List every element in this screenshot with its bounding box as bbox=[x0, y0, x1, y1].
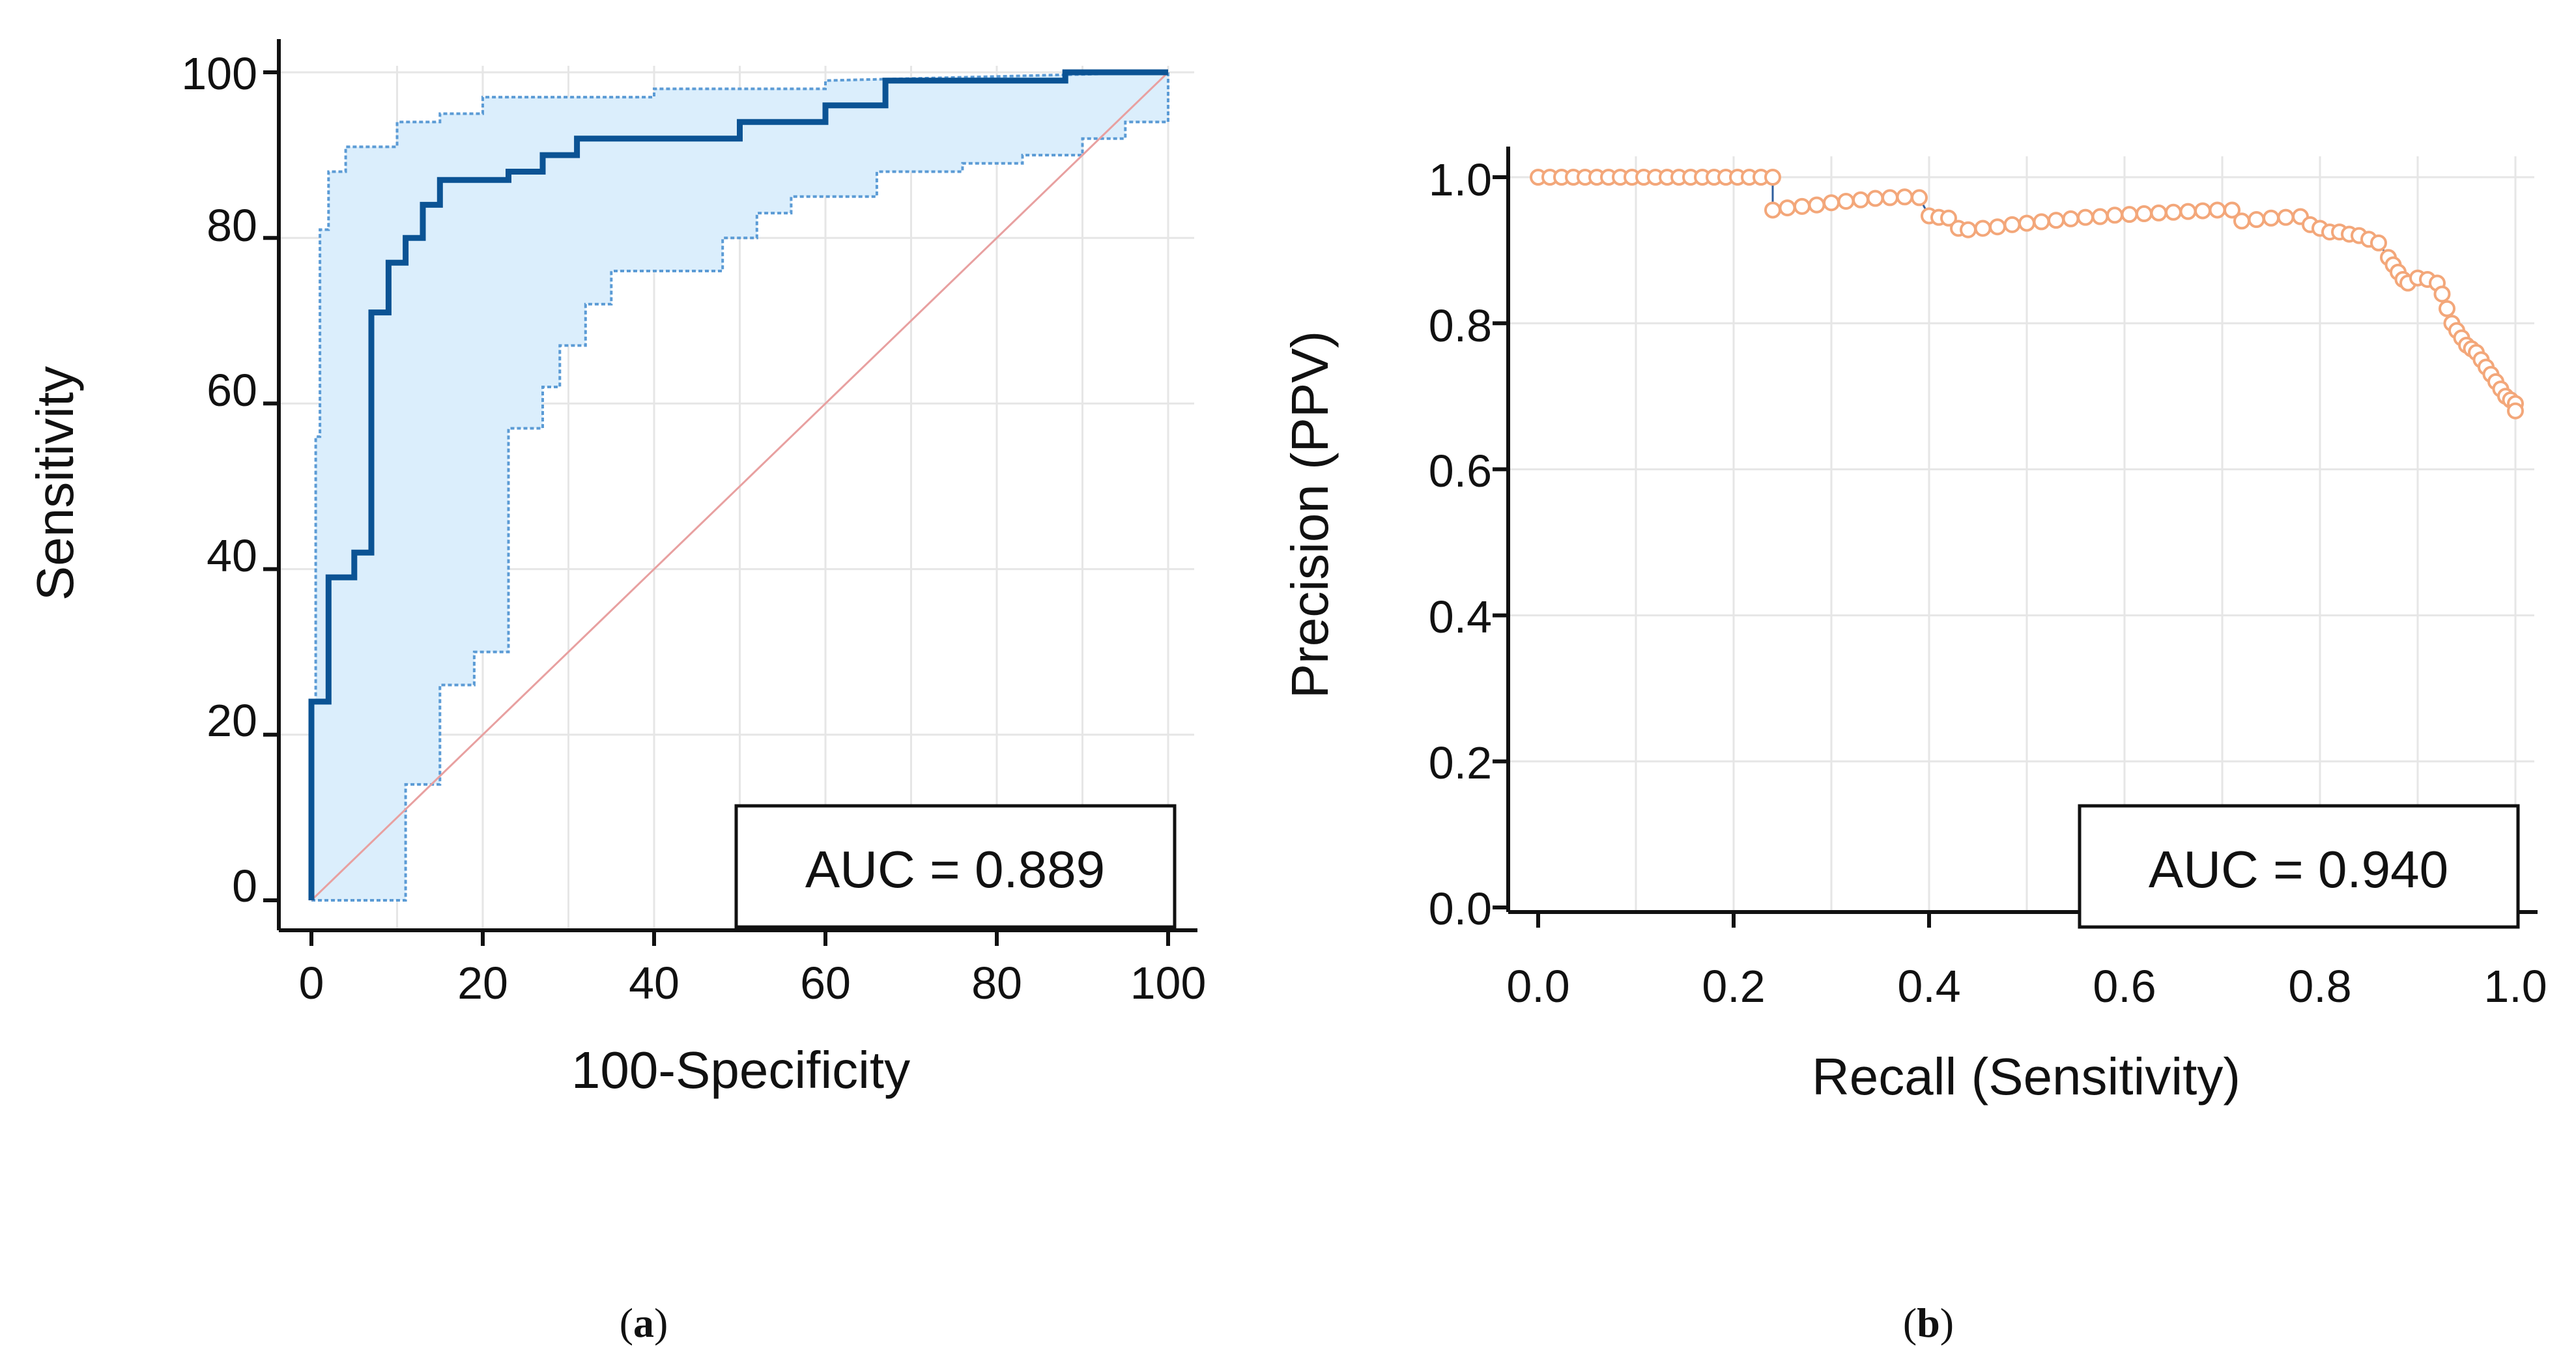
pr-point bbox=[2233, 212, 2250, 230]
pr-point bbox=[2106, 207, 2123, 224]
pr-point bbox=[2121, 206, 2138, 223]
pr-y-tick-label: 0.6 bbox=[1429, 446, 1492, 496]
pr-x-tick-label: 0.8 bbox=[2288, 961, 2351, 1012]
pr-point bbox=[2507, 402, 2524, 420]
roc-curve bbox=[308, 69, 1168, 900]
pr-points bbox=[1530, 169, 2524, 420]
pr-point bbox=[1911, 189, 1928, 207]
roc-panel: 0 20 40 60 80 100 0 20 40 60 80 100 100-… bbox=[26, 39, 1206, 1099]
pr-point bbox=[2003, 216, 2021, 233]
pr-point bbox=[1779, 199, 1796, 217]
roc-confidence-band bbox=[311, 72, 1168, 900]
caption-a-close: ) bbox=[654, 1300, 668, 1346]
pr-point bbox=[1974, 220, 1992, 237]
caption-b-open: ( bbox=[1903, 1300, 1917, 1346]
pr-point bbox=[1764, 169, 1781, 186]
pr-point bbox=[2033, 213, 2050, 231]
pr-point bbox=[2277, 208, 2295, 226]
pr-point bbox=[2018, 214, 2035, 232]
pr-point bbox=[2136, 205, 2153, 223]
pr-x-tick-labels: 0.0 0.2 0.4 0.6 0.8 1.0 bbox=[1506, 961, 2547, 1012]
pr-point bbox=[2077, 208, 2094, 226]
pr-point bbox=[2433, 285, 2451, 303]
roc-x-tick-label: 80 bbox=[971, 958, 1022, 1008]
pr-y-tick-label: 0.2 bbox=[1429, 737, 1492, 788]
pr-grid bbox=[1508, 156, 2534, 912]
pr-point bbox=[1852, 191, 1869, 208]
roc-reference-line bbox=[310, 71, 1169, 902]
pr-point bbox=[1794, 197, 1810, 215]
pr-point bbox=[2062, 210, 2080, 227]
pr-point bbox=[2165, 203, 2182, 221]
pr-point bbox=[1867, 190, 1884, 207]
pr-y-tick-label: 1.0 bbox=[1429, 154, 1492, 205]
pr-x-tick-label: 1.0 bbox=[2483, 961, 2547, 1012]
pr-point bbox=[2091, 208, 2109, 225]
roc-auc-box bbox=[734, 804, 1177, 929]
pr-y-tick-label: 0.8 bbox=[1429, 300, 1492, 351]
pr-point bbox=[2439, 300, 2455, 317]
pr-point bbox=[2194, 202, 2211, 220]
pr-x-tick-label: 0.0 bbox=[1506, 961, 1569, 1012]
roc-y-tick-labels: 0 20 40 60 80 100 bbox=[181, 48, 257, 911]
pr-point bbox=[2263, 209, 2280, 227]
roc-lower-bound bbox=[311, 72, 1169, 902]
pr-auc-label: AUC = 0.940 bbox=[2149, 840, 2448, 898]
pr-point bbox=[1823, 194, 1840, 212]
pr-point bbox=[1837, 192, 1855, 210]
roc-x-tick-label: 100 bbox=[1130, 958, 1207, 1008]
pr-point bbox=[1960, 221, 1977, 238]
caption-b: (b) bbox=[1903, 1300, 1954, 1346]
pr-point bbox=[1808, 196, 1825, 214]
pr-point bbox=[2248, 211, 2265, 229]
roc-x-axis-title: 100-Specificity bbox=[571, 1041, 910, 1099]
roc-x-tick-label: 20 bbox=[457, 958, 508, 1008]
roc-x-tick-label: 0 bbox=[299, 958, 324, 1008]
roc-y-tick-label: 40 bbox=[207, 530, 257, 581]
caption-b-close: ) bbox=[1940, 1300, 1954, 1346]
roc-y-tick-label: 0 bbox=[232, 861, 257, 911]
roc-y-tick-label: 80 bbox=[207, 200, 257, 251]
caption-a-label: a bbox=[633, 1300, 654, 1346]
roc-y-axis-title: Sensitivity bbox=[26, 366, 84, 601]
pr-point bbox=[2224, 201, 2240, 219]
caption-b-label: b bbox=[1917, 1300, 1940, 1346]
pr-x-tick-label: 0.4 bbox=[1897, 961, 1960, 1012]
caption-a: (a) bbox=[620, 1300, 668, 1346]
roc-axes bbox=[263, 39, 1197, 946]
roc-auc-label: AUC = 0.889 bbox=[805, 840, 1105, 898]
pr-y-axis-title: Precision (PPV) bbox=[1281, 331, 1339, 699]
pr-point bbox=[1896, 188, 1913, 206]
pr-auc-box bbox=[2078, 804, 2520, 929]
roc-y-tick-label: 60 bbox=[207, 365, 257, 416]
pr-point bbox=[1989, 218, 2006, 236]
pr-point bbox=[2370, 234, 2387, 251]
pr-point bbox=[1940, 209, 1957, 227]
pr-point bbox=[2209, 201, 2226, 219]
pr-point bbox=[2179, 203, 2197, 220]
pr-y-tick-label: 0.0 bbox=[1429, 883, 1492, 934]
pr-y-tick-label: 0.4 bbox=[1429, 592, 1492, 642]
pr-x-tick-label: 0.6 bbox=[2093, 961, 2156, 1012]
roc-y-tick-label: 100 bbox=[181, 48, 257, 99]
roc-y-tick-label: 20 bbox=[207, 695, 257, 746]
pr-x-tick-label: 0.2 bbox=[1702, 961, 1765, 1012]
roc-upper-bound bbox=[310, 71, 1169, 900]
roc-x-tick-label: 60 bbox=[800, 958, 851, 1008]
pr-point bbox=[1764, 201, 1781, 219]
pr-point bbox=[2048, 212, 2065, 229]
roc-x-tick-labels: 0 20 40 60 80 100 bbox=[299, 958, 1207, 1008]
pr-panel: 0.0 0.2 0.4 0.6 0.8 1.0 0.0 0.2 0.4 0.6 … bbox=[1281, 147, 2547, 1106]
pr-y-tick-labels: 0.0 0.2 0.4 0.6 0.8 1.0 bbox=[1429, 154, 1492, 934]
pr-x-axis-title: Recall (Sensitivity) bbox=[1812, 1048, 2240, 1106]
roc-x-tick-label: 40 bbox=[629, 958, 680, 1008]
pr-point bbox=[1882, 189, 1898, 207]
pr-point bbox=[2150, 204, 2168, 221]
caption-a-open: ( bbox=[620, 1300, 633, 1346]
